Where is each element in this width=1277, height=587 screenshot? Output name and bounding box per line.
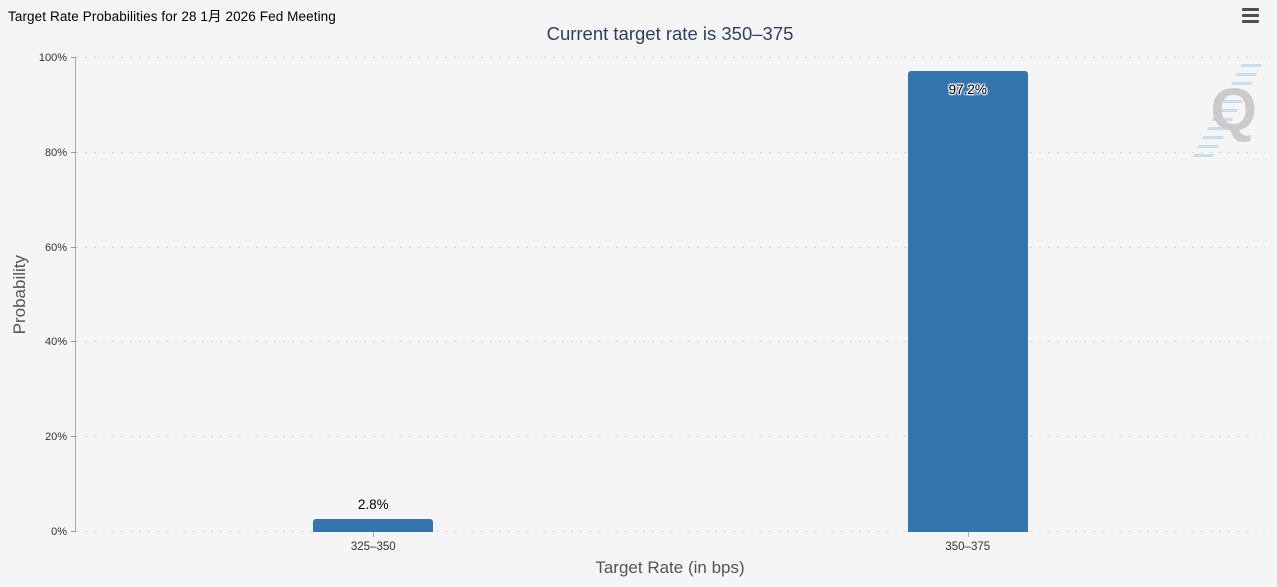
y-tick-mark xyxy=(71,436,76,438)
y-tick-label: 0% xyxy=(51,526,67,538)
bar-325–350[interactable] xyxy=(313,518,434,532)
y-tick-label: 20% xyxy=(44,431,67,444)
y-axis-title-wrap: Probability xyxy=(10,58,30,532)
x-tick-mark xyxy=(967,532,969,537)
y-tick-label: 80% xyxy=(44,146,67,159)
y-tick-label: 100% xyxy=(38,52,67,64)
gridline-60% xyxy=(76,246,1265,248)
y-axis-title: Probability xyxy=(10,255,29,335)
y-tick-label: 60% xyxy=(44,241,67,254)
chart-subtitle: Current target rate is 350–375 xyxy=(546,23,794,44)
quikstrike-watermark: Q xyxy=(1187,64,1262,158)
hamburger-bar xyxy=(1242,14,1259,17)
bar-value-label: 97.2% xyxy=(948,82,987,98)
x-tick-label: 350–375 xyxy=(945,541,991,553)
gridline-100% xyxy=(76,57,1265,58)
hamburger-bar xyxy=(1242,8,1259,11)
hamburger-bar xyxy=(1242,20,1259,23)
page-title: Target Rate Probabilities for 28 1月 2026… xyxy=(8,9,336,24)
gridline-80% xyxy=(76,151,1265,153)
gridline-40% xyxy=(76,341,1265,343)
bar-350–375[interactable] xyxy=(907,71,1028,532)
x-axis-title: Target Rate (in bps) xyxy=(595,558,745,577)
y-tick-label: 40% xyxy=(44,336,67,349)
y-tick-mark xyxy=(71,531,76,532)
x-tick-label: 325–350 xyxy=(350,541,396,553)
watermark-q-letter: Q xyxy=(1210,76,1257,143)
y-tick-mark xyxy=(71,57,76,58)
y-tick-mark xyxy=(71,151,76,153)
gridline-0% xyxy=(76,531,1265,532)
plot-area: Q 0% 20% 40% 60% 80% 100% 2.8% 325–350 97.2% 350–… xyxy=(39,52,1265,553)
x-tick-mark xyxy=(373,532,375,537)
hamburger-menu-icon[interactable] xyxy=(1242,8,1259,23)
gridline-20% xyxy=(76,436,1265,438)
y-tick-mark xyxy=(71,246,76,248)
bar-value-label: 2.8% xyxy=(357,496,389,512)
y-tick-mark xyxy=(71,341,76,343)
